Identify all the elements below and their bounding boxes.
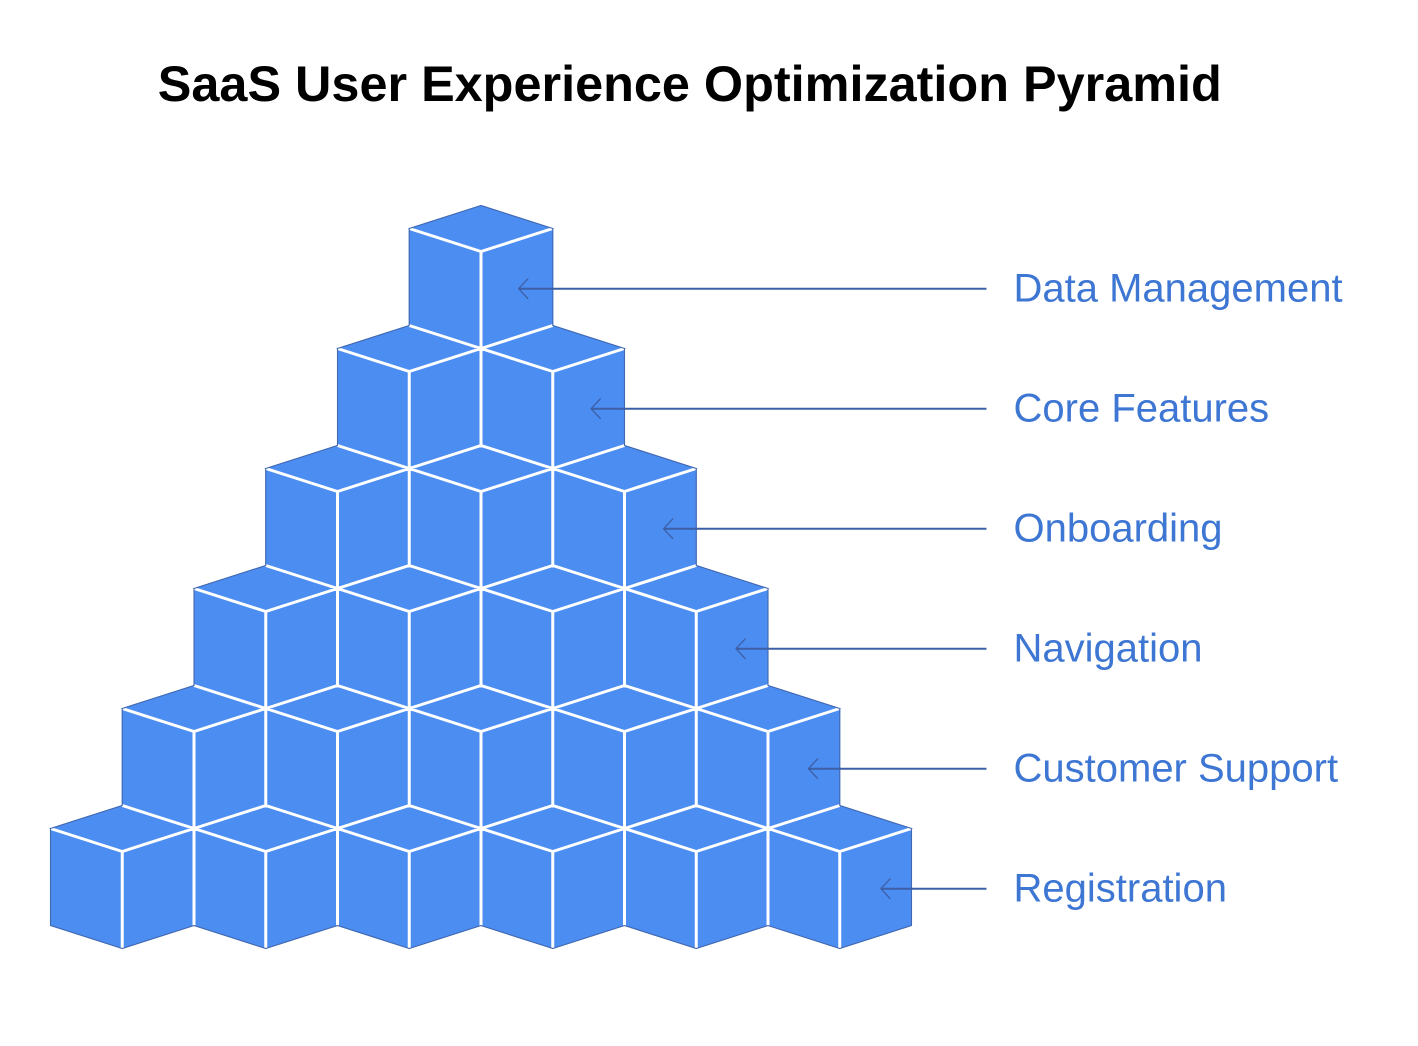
svg-text:Data Management: Data Management [1014,266,1343,310]
svg-text:SaaS User Experience Optimizat: SaaS User Experience Optimization Pyrami… [158,56,1222,112]
svg-text:Customer Support: Customer Support [1014,746,1339,790]
svg-text:Navigation: Navigation [1014,626,1203,670]
svg-text:Onboarding: Onboarding [1014,506,1223,550]
svg-text:Registration: Registration [1014,866,1227,910]
svg-text:Core Features: Core Features [1014,386,1270,430]
